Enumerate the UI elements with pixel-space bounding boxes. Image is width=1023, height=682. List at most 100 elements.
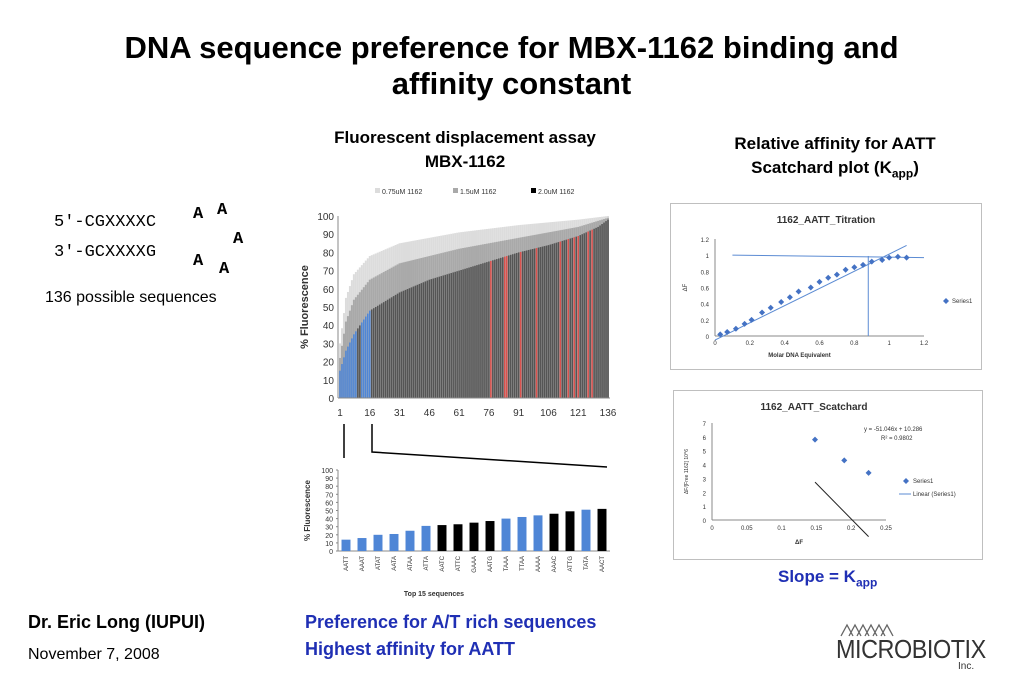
y-tick-label: 100: [317, 212, 334, 223]
x-tick-label: 0.6: [815, 341, 824, 347]
data-point: [807, 284, 814, 291]
y-tick-label: 20: [325, 533, 333, 540]
bar: [501, 518, 511, 551]
y-tick-label: 0: [328, 394, 334, 405]
y-tick-label: 60: [325, 500, 333, 507]
bar-2uM: [390, 297, 393, 398]
x-axis-label: Molar DNA Equivalent: [768, 353, 830, 359]
bar-2uM: [601, 224, 603, 398]
bar-2uM: [591, 229, 593, 398]
bar-2uM: [424, 281, 427, 398]
y-tick-label: 60: [323, 285, 335, 296]
bar-2uM: [448, 273, 450, 398]
fluorescence-all-chart: 0.75uM 1162 1.5uM 1162 2.0uM 1162 0 10 20 30 40…: [299, 188, 617, 419]
bar: [357, 538, 367, 551]
date: November 7, 2008: [28, 646, 160, 663]
bar-2uM: [581, 234, 583, 398]
y-axis-label: % Fluorescence: [299, 265, 311, 349]
bar-2uM: [599, 225, 601, 398]
data-point: [816, 278, 823, 285]
bar-2uM: [507, 255, 510, 398]
bar-2uM: [521, 251, 524, 398]
bar-2uM: [547, 245, 550, 398]
bar-2uM: [607, 219, 609, 398]
x-tick-label: AAAC: [552, 555, 558, 572]
data-point: [886, 254, 893, 261]
bar-2uM: [474, 265, 476, 398]
y-tick-label: 0.6: [701, 287, 710, 293]
x-tick-label: 121: [570, 408, 587, 419]
x-axis-label: Top 15 sequences: [404, 591, 464, 598]
legend-swatch: [375, 188, 380, 193]
y-tick-label: 10: [325, 541, 333, 548]
bar-2uM: [406, 289, 409, 398]
y-axis-label: ΔF: [683, 283, 689, 291]
bar-2uM: [549, 244, 552, 398]
bar-2uM: [553, 243, 556, 398]
legend-label: 0.75uM 1162: [382, 189, 422, 196]
x-tick-label: AACT: [600, 556, 606, 572]
y-tick-label: 50: [323, 303, 335, 314]
bar-2uM: [575, 236, 578, 398]
y-tick-label: 1: [706, 254, 710, 260]
bar-2uM: [531, 249, 534, 398]
bar-2uM: [492, 260, 494, 398]
titration-chart: 1162_AATT_Titration 0 0.2 0.4 0.6 0.8 1 1.2 0 0.2…: [683, 215, 973, 359]
bar-2uM: [476, 265, 478, 398]
bar-2uM: [454, 271, 456, 398]
y-tick-label: 100: [321, 468, 333, 475]
y-tick-label: 30: [323, 339, 335, 350]
slide-title-line2: affinity constant: [391, 66, 632, 101]
x-tick-label: ATTA: [424, 556, 430, 570]
data-point: [825, 274, 832, 281]
bar-2uM: [500, 257, 502, 398]
data-point: [724, 328, 731, 335]
bar-2uM: [420, 283, 423, 398]
y-tick-label: 80: [323, 248, 335, 259]
y-tick-label: 0: [703, 519, 707, 525]
y-tick-label: 90: [325, 476, 333, 483]
slope-caption: Slope = Kapp: [778, 567, 877, 589]
y-tick-label: 6: [703, 436, 707, 442]
bar-2uM: [367, 313, 369, 398]
fda-heading: Fluorescent displacement assay MBX-1162: [280, 126, 650, 174]
bar-2uM: [442, 275, 445, 398]
bar: [341, 539, 351, 551]
bar-2uM: [416, 284, 419, 398]
x-tick-label: 1.2: [920, 341, 929, 347]
data-point: [732, 325, 739, 332]
bar-2uM: [452, 272, 454, 398]
bar-2uM: [363, 319, 365, 398]
bar: [437, 525, 447, 551]
x-tick-label: ATAA: [408, 556, 414, 571]
bar-2uM: [533, 248, 536, 398]
bar-2uM: [551, 243, 554, 398]
bar-2uM: [414, 285, 417, 398]
x-tick-label: AATC: [440, 555, 446, 571]
bar-2uM: [392, 296, 395, 398]
fda-heading-line1: Fluorescent displacement assay: [334, 128, 596, 147]
bar-2uM: [537, 247, 540, 398]
hairpin-loop-base: A: [193, 205, 204, 224]
scatchard-chart: 1162_AATT_Scatchard 0 1 2 3 4 5 6 7 0 0.05 0.1 0.15 0…: [684, 402, 956, 546]
slide-title-line1: DNA sequence preference for MBX-1162 bin…: [124, 30, 899, 65]
y-tick-label: 0.2: [701, 319, 710, 325]
y-axis-label: ΔF/[Free 1162] 10^6: [684, 449, 690, 494]
bar-2uM: [589, 230, 591, 398]
fda-heading-line2: MBX-1162: [424, 152, 506, 171]
ra-heading-line1: Relative affinity for AATT: [734, 134, 936, 153]
legend-label: Series1: [952, 299, 973, 305]
bar-2uM: [480, 263, 482, 398]
bar-2uM: [525, 250, 528, 398]
x-tick-label: AATG: [488, 556, 494, 572]
y-tick-label: 80: [325, 484, 333, 491]
x-tick-label: 0: [713, 341, 717, 347]
x-tick-label: AATA: [392, 556, 398, 571]
data-point: [879, 257, 886, 264]
slope-caption-prefix: Slope = K: [778, 567, 856, 586]
bar-2uM: [359, 325, 361, 398]
bar-2uM: [529, 249, 532, 398]
bar-2uM: [569, 238, 572, 398]
legend-label: 1.5uM 1162: [460, 189, 497, 196]
